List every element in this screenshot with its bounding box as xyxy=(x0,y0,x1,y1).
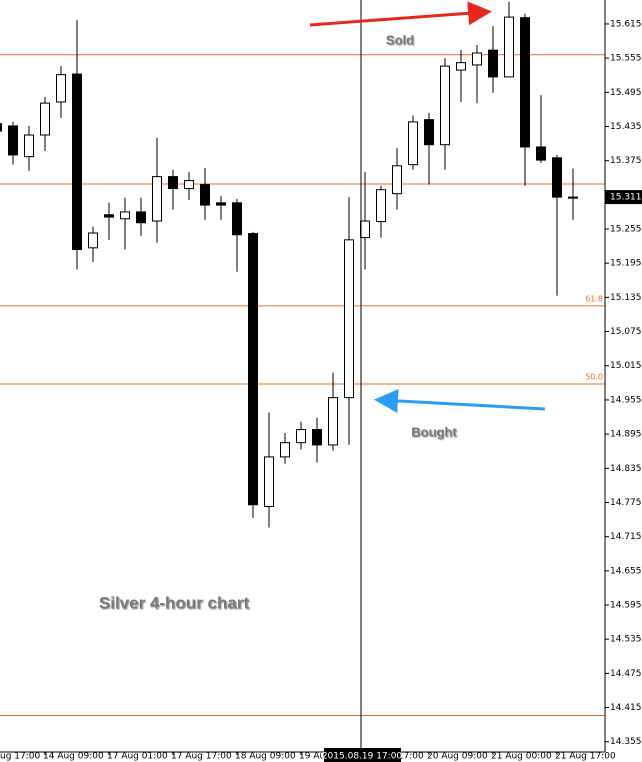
y-tick-label: 14.775 xyxy=(610,498,642,508)
candle-body xyxy=(56,74,66,103)
level-label: 61.8 xyxy=(585,294,603,303)
bought-arrow xyxy=(374,388,546,413)
y-tick-label: 14.835 xyxy=(610,464,642,474)
crosshair-label-box xyxy=(324,748,401,762)
candle-body xyxy=(184,180,194,190)
candle-body xyxy=(152,176,162,222)
x-tick-label: 21 Aug 17:00 xyxy=(555,752,616,762)
candle-body xyxy=(472,52,482,66)
y-tick-label: 15.015 xyxy=(610,361,642,371)
last-price-box xyxy=(605,190,642,205)
y-tick-label: 15.195 xyxy=(610,259,642,269)
candle-body xyxy=(344,239,354,399)
candle-body xyxy=(168,176,178,190)
y-tick-label: 15.255 xyxy=(610,225,642,235)
chart-title: Silver 4-hour chart xyxy=(99,593,250,612)
y-tick-label: 15.555 xyxy=(610,54,642,64)
candle-body xyxy=(328,397,338,446)
y-tick-label: 15.615 xyxy=(610,19,642,29)
y-tick-label: 15.075 xyxy=(610,327,642,337)
candle-body xyxy=(456,62,466,71)
x-tick-label: 20 Aug 09:00 xyxy=(427,752,488,762)
candle-body xyxy=(200,184,210,206)
y-tick-label: 14.895 xyxy=(610,430,642,440)
candle-body xyxy=(424,119,434,146)
x-tick-label: 21 Aug 00:00 xyxy=(491,752,552,762)
annotation: Bought xyxy=(411,424,457,439)
crosshair-label: 2015.08.19 17:00 xyxy=(322,752,403,762)
candle-body xyxy=(312,429,322,446)
x-tick-label: 18 Aug 09:00 xyxy=(235,752,296,762)
candle-body xyxy=(216,202,226,206)
candle-body xyxy=(504,16,514,78)
last-price-label: 15.311 xyxy=(610,193,642,203)
plot-area xyxy=(0,0,605,752)
candle-body xyxy=(376,189,386,223)
x-tick-label: 14 Aug 09:00 xyxy=(43,752,104,762)
level-label: 50.0 xyxy=(585,372,603,381)
x-tick-label: 17 Aug 17:00 xyxy=(171,752,232,762)
y-tick-label: 14.715 xyxy=(610,532,642,542)
candle-body xyxy=(280,442,290,458)
y-tick-label: 14.475 xyxy=(610,669,642,679)
candle-body xyxy=(296,429,306,444)
x-tick-label: ug 17:00 xyxy=(0,752,40,762)
candle-body xyxy=(72,73,82,251)
candle-body xyxy=(8,125,18,156)
y-tick-label: 14.415 xyxy=(610,703,642,713)
candle-body xyxy=(120,211,130,220)
candle-body xyxy=(24,134,34,158)
candle-body xyxy=(536,146,546,161)
candle-body xyxy=(440,65,450,146)
candle-body xyxy=(552,157,562,198)
candle-body xyxy=(232,202,242,236)
y-tick-label: 15.135 xyxy=(610,293,642,303)
annotation: Sold xyxy=(386,32,414,47)
candle-body xyxy=(360,220,370,239)
candle-body xyxy=(0,123,2,132)
y-tick-label: 15.435 xyxy=(610,122,642,132)
y-tick-label: 14.595 xyxy=(610,601,642,611)
y-tick-label: 14.655 xyxy=(610,566,642,576)
candle-body xyxy=(264,456,274,507)
candle-body xyxy=(568,196,578,199)
y-tick-label: 14.955 xyxy=(610,395,642,405)
candle-body xyxy=(248,233,258,506)
y-tick-label: 15.495 xyxy=(610,88,642,98)
sold-arrow xyxy=(309,1,492,27)
candle-body xyxy=(408,121,418,166)
candle-body xyxy=(88,232,98,249)
candle-body xyxy=(392,165,402,195)
candle-body xyxy=(488,49,498,78)
x-tick-label: 17 Aug 01:00 xyxy=(107,752,168,762)
candle-body xyxy=(136,211,146,224)
candle-body xyxy=(40,102,50,136)
y-tick-label: 15.375 xyxy=(610,156,642,166)
candle-body xyxy=(520,17,530,148)
candle-body xyxy=(104,214,114,218)
y-tick-label: 14.535 xyxy=(610,635,642,645)
y-tick-label: 14.355 xyxy=(610,737,642,747)
